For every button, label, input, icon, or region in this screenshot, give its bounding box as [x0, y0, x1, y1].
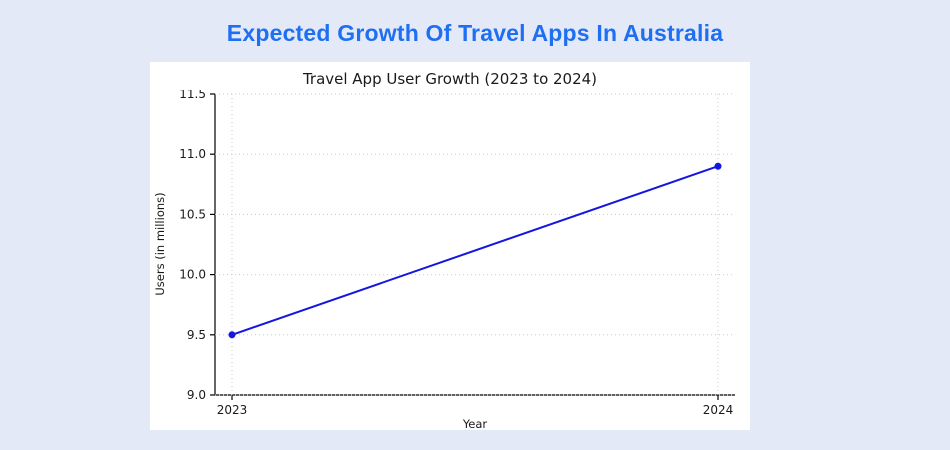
x-tick-label: 2023 [217, 403, 248, 417]
x-axis-label: Year [462, 417, 488, 431]
data-point [714, 162, 722, 170]
y-tick-label: 11.5 [179, 90, 206, 101]
y-tick-label: 10.0 [179, 268, 206, 282]
x-tick-label: 2024 [703, 403, 734, 417]
chart-panel: Travel App User Growth (2023 to 2024) 20… [150, 62, 750, 431]
y-tick-label: 10.5 [179, 207, 206, 221]
chart-canvas: 2024 2023 11.5 11.0 10.5 10.0 9.5 9.0 Year User… [153, 90, 735, 431]
data-point [228, 331, 236, 339]
y-tick-label: 11.0 [179, 147, 206, 161]
y-tick-label: 9.5 [187, 328, 206, 342]
trend-line [231, 165, 719, 336]
y-axis-label: Users (in millions) [153, 192, 167, 295]
page-title: Expected Growth Of Travel Apps In Austra… [226, 20, 724, 46]
chart-title: Travel App User Growth (2023 to 2024) [302, 70, 598, 88]
y-tick-label: 9.0 [187, 388, 206, 402]
